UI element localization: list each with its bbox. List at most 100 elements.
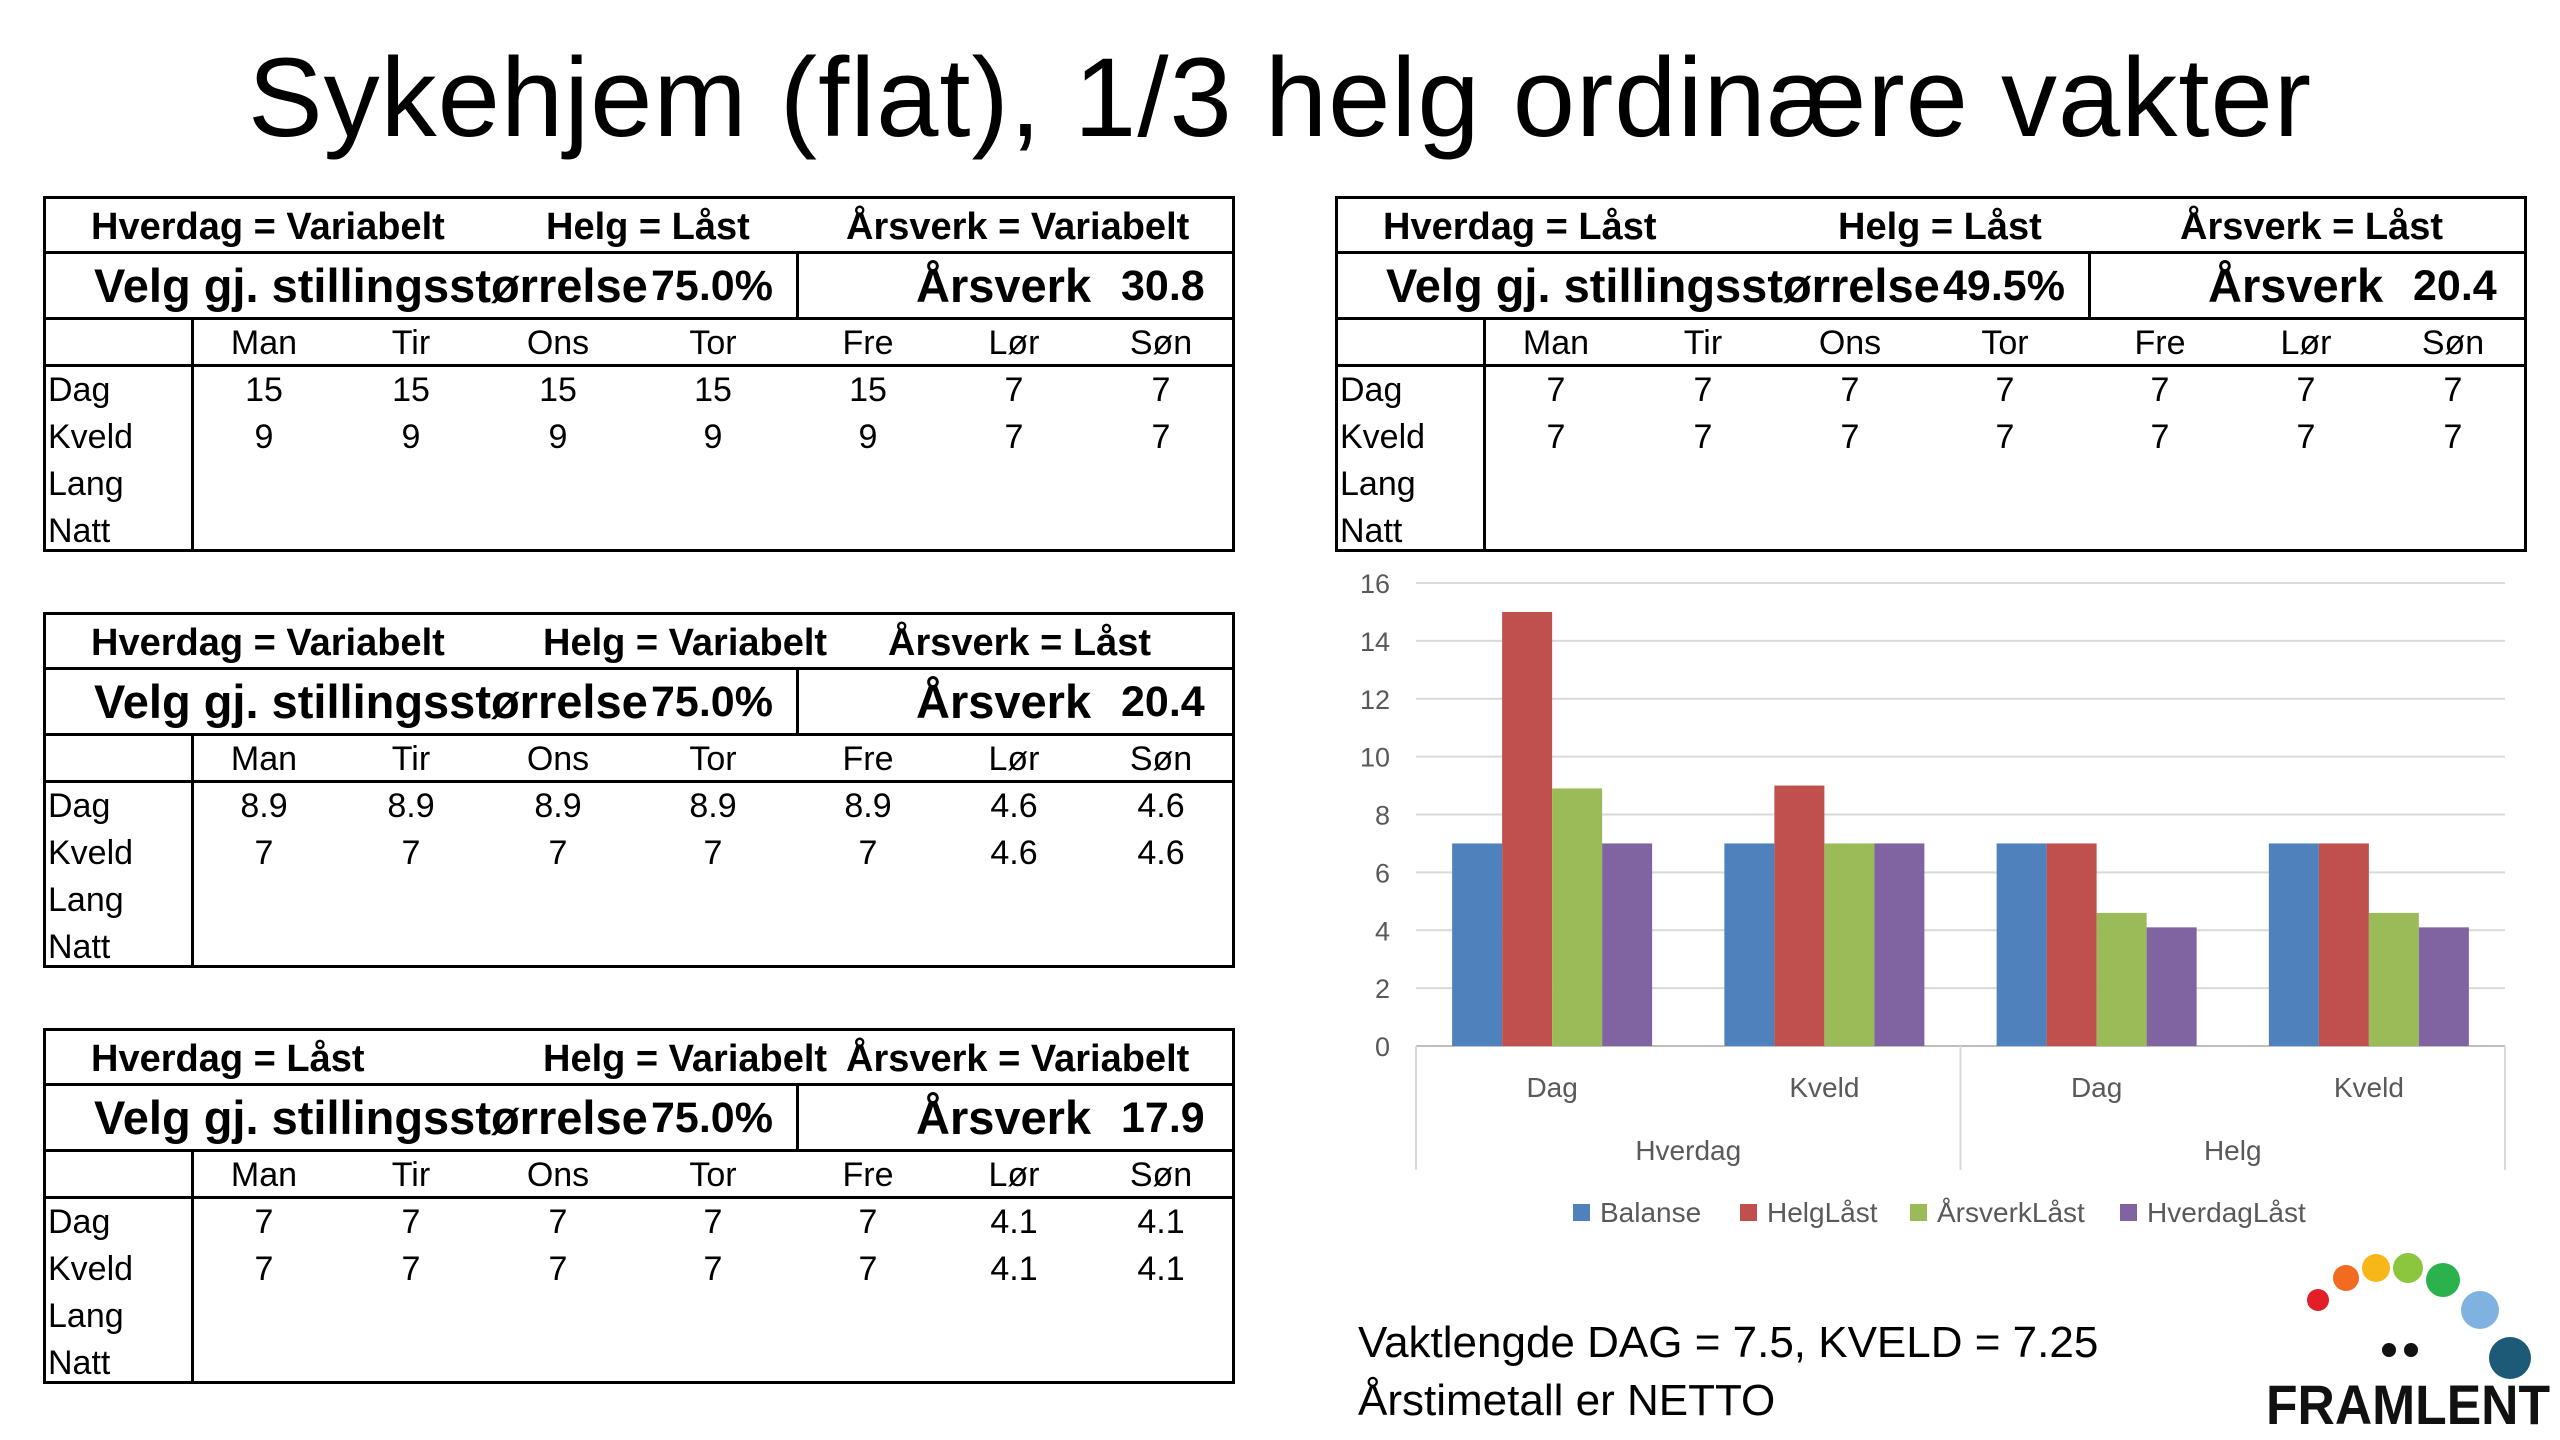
table-cell: 7 [1546, 418, 1566, 456]
legend-label: Balanse [1600, 1197, 1701, 1228]
avg-position-size-value: 75.0% [651, 678, 773, 726]
logo-dot [2393, 1253, 2423, 1283]
table-cell: 7 [703, 1250, 723, 1288]
day-header: Søn [1129, 1156, 1193, 1194]
table-cell: 7 [1151, 371, 1171, 409]
day-header: Man [230, 740, 298, 778]
day-header: Ons [526, 740, 590, 778]
day-header: Man [230, 324, 298, 362]
day-header: Tor [689, 324, 737, 362]
bar-3-3 [2418, 927, 2469, 1046]
logo-dot [2461, 1291, 2499, 1329]
table-cell: 9 [858, 418, 878, 456]
group-label: Helg [2204, 1135, 2262, 1166]
arsverk-value: 20.4 [1121, 678, 1205, 726]
day-header: Tor [1981, 324, 2029, 362]
y-tick-label: 12 [1360, 685, 1390, 715]
summary-divider [796, 1083, 799, 1149]
avg-position-size-value: 75.0% [651, 1094, 773, 1142]
day-header: Ons [1818, 324, 1882, 362]
page-title: Sykehjem (flat), 1/3 helg ordinære vakte… [247, 35, 2313, 160]
table-cell: 8.9 [534, 787, 582, 825]
arsverk-value: 30.8 [1121, 262, 1205, 310]
header-row-divider [46, 615, 1232, 670]
bar-2-3 [2368, 912, 2419, 1046]
table-cell: 7 [2150, 371, 2170, 409]
table-cell: 7 [2443, 418, 2463, 456]
group-label: Hverdag [1635, 1135, 1741, 1166]
bar-1-2 [2046, 843, 2097, 1046]
days-row-top-line [1338, 317, 2524, 320]
table-cell: 7 [2150, 418, 2170, 456]
table-cell: 7 [858, 1250, 878, 1288]
bar-0-1 [1724, 843, 1775, 1046]
table-cell: 7 [858, 1203, 878, 1241]
summary-divider [796, 251, 799, 317]
table-cell: 15 [849, 371, 887, 409]
arsverk-label: Årsverk [916, 1091, 1092, 1144]
days-row-top-line [46, 733, 1232, 736]
days-row-top-line [46, 1149, 1232, 1152]
y-tick-label: 6 [1375, 858, 1390, 888]
day-header: Tir [391, 1156, 431, 1194]
table-cell: 15 [539, 371, 577, 409]
table-cell: 7 [1995, 418, 2015, 456]
arsverk-label: Årsverk [916, 259, 1092, 312]
legend-swatch [2120, 1204, 2137, 1221]
row-label: Dag [48, 1203, 111, 1241]
logo-dot [2307, 1289, 2329, 1311]
arsverk-mode-label: Årsverk = Variabelt [846, 206, 1190, 248]
days-row-top-line [46, 317, 1232, 320]
row-label: Natt [48, 512, 111, 550]
table-cell: 7 [401, 1250, 421, 1288]
bar-0-0 [1452, 843, 1503, 1046]
arsverk-value: 17.9 [1121, 1094, 1205, 1142]
summary-divider [796, 667, 799, 733]
table-cell: 7 [858, 834, 878, 872]
bar-3-2 [2146, 927, 2197, 1046]
table-cell: 7 [703, 1203, 723, 1241]
table-cell: 7 [1151, 418, 1171, 456]
table-cell: 8.9 [387, 787, 435, 825]
bar-3-0 [1602, 843, 1653, 1046]
table-cell: 4.1 [1137, 1250, 1185, 1288]
bar-chart: 0 2 4 6 8 10 12 14 16 Dag Kveld Dag Kveld Hverdag Helg… [1360, 569, 2506, 1228]
arsverk-label: Årsverk [916, 675, 1092, 728]
table-cell: 7 [1546, 371, 1566, 409]
row-label: Dag [48, 787, 111, 825]
bar-1-3 [2318, 843, 2369, 1046]
day-header: Ons [526, 324, 590, 362]
header-row-divider [1338, 199, 2524, 254]
table-cell: 7 [548, 1203, 568, 1241]
annual-hours-note: Årstimetall er NETTO [1358, 1376, 1776, 1425]
table-cell: 7 [254, 1250, 274, 1288]
table-cell: 15 [392, 371, 430, 409]
logo-figure-head [2382, 1343, 2396, 1357]
day-header: Fre [2134, 324, 2186, 362]
table-cell: 7 [1840, 371, 1860, 409]
legend-swatch [1910, 1204, 1927, 1221]
day-header: Fre [842, 740, 894, 778]
bar-1-0 [1502, 611, 1553, 1046]
row-label: Lang [48, 1297, 124, 1335]
table-cell: 7 [1693, 418, 1713, 456]
y-tick-label: 16 [1360, 569, 1390, 599]
y-tick-label: 2 [1375, 974, 1390, 1004]
logo-dot [2333, 1265, 2359, 1291]
days-row-bottom-line [46, 780, 1232, 783]
table-cell: 7 [401, 834, 421, 872]
arsverk-mode-label: Årsverk = Låst [888, 622, 1151, 664]
day-header: Man [230, 1156, 298, 1194]
row-label: Kveld [1340, 418, 1426, 456]
y-tick-label: 0 [1375, 1032, 1390, 1062]
avg-position-size-label: Velg gj. stillingsstørrelse [1386, 259, 1940, 312]
day-header: Lør [988, 1156, 1040, 1194]
day-header: Søn [1129, 740, 1193, 778]
row-label: Kveld [48, 1250, 134, 1288]
bar-2-1 [1824, 843, 1875, 1046]
schedule-table: Hverdag = Variabelt Helg = Variabelt Årsve… [43, 612, 1235, 968]
day-header: Tir [391, 324, 431, 362]
day-header: Lør [2280, 324, 2332, 362]
table-cell: 7 [2296, 418, 2316, 456]
bar-3-1 [1874, 843, 1925, 1046]
